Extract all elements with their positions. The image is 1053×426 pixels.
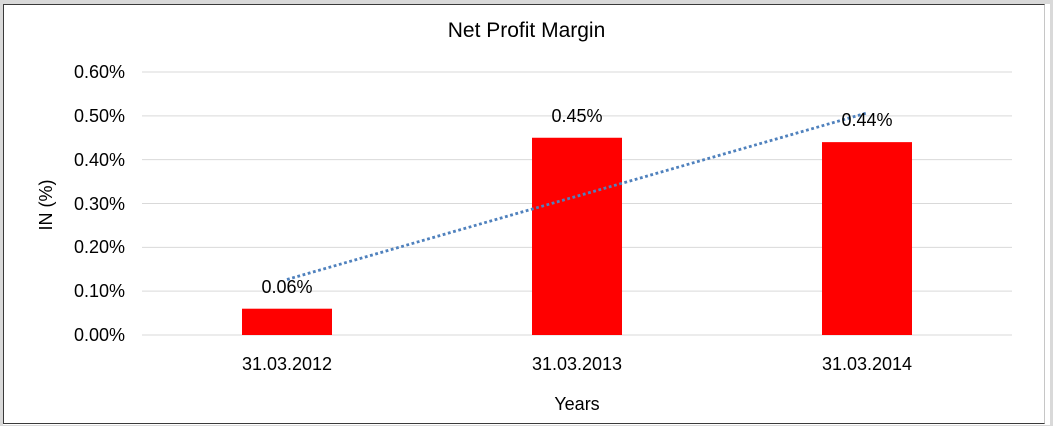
y-tick-label: 0.20% (73, 237, 125, 258)
bar (242, 308, 332, 335)
x-tick-label: 31.03.2014 (821, 354, 913, 374)
chart-title: Net Profit Margin (447, 19, 606, 42)
x-axis-title: Years (554, 394, 600, 414)
frame-edge-left (0, 0, 3, 426)
y-tick-label: 0.40% (73, 149, 125, 170)
bar-data-label: 0.06% (261, 276, 313, 297)
frame-edge-right (1050, 0, 1053, 426)
bar-data-label: 0.44% (841, 110, 893, 131)
bar (822, 142, 912, 335)
y-tick-label: 0.00% (73, 325, 125, 345)
y-tick-label: 0.50% (73, 105, 125, 126)
bar (532, 137, 622, 335)
trendline (286, 111, 868, 281)
y-tick-label: 0.30% (73, 193, 125, 214)
y-tick-label: 0.10% (73, 281, 125, 302)
frame-edge-top (0, 0, 1053, 4)
x-tick-label: 31.03.2013 (531, 354, 623, 374)
x-tick-label: 31.03.2012 (241, 354, 333, 374)
bar-data-label: 0.45% (551, 105, 603, 126)
y-tick-label: 0.60% (73, 62, 125, 82)
